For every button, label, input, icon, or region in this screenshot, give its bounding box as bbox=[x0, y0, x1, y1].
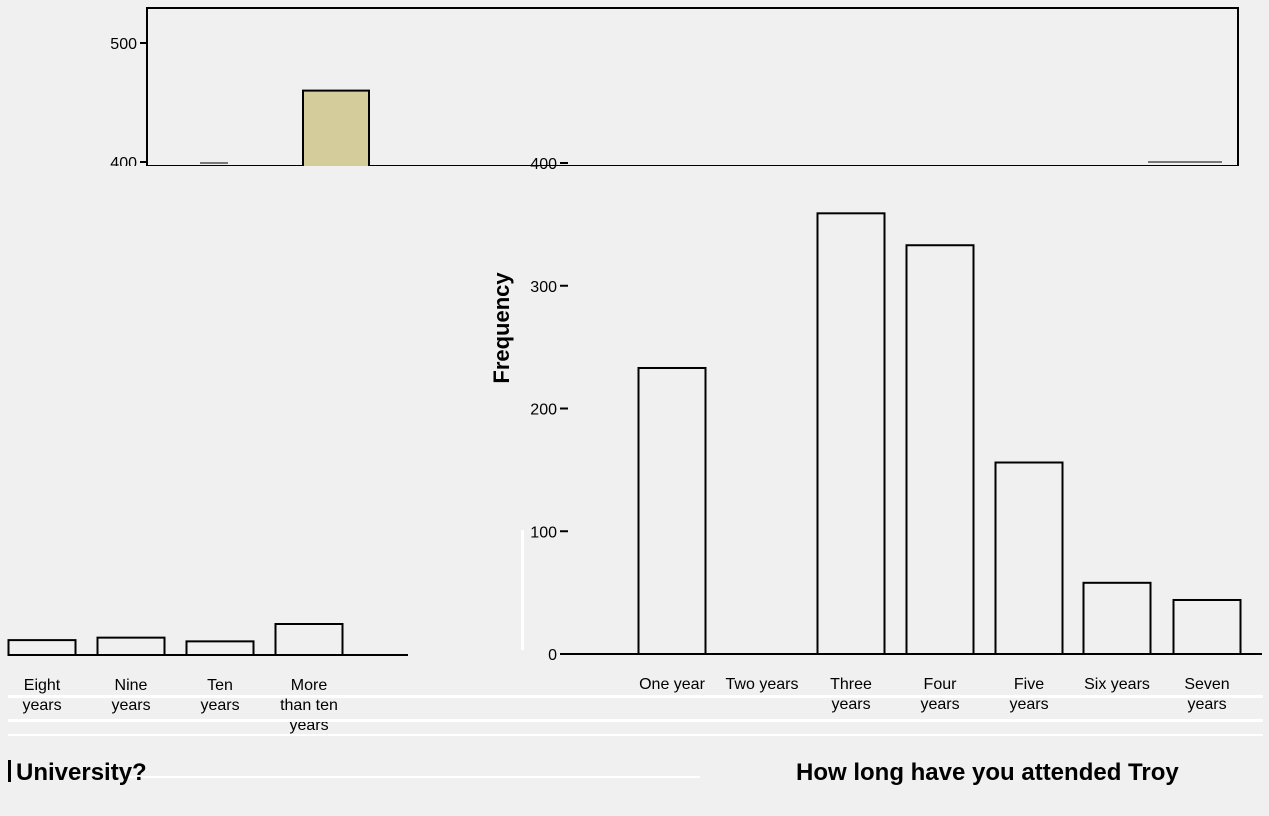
left-bar bbox=[7, 639, 77, 656]
main-bar bbox=[905, 244, 975, 655]
main-bar bbox=[816, 212, 886, 655]
main-category-label: One year bbox=[639, 676, 705, 693]
main-chart-category-labels: One year Two years Three years Four years Five… bbox=[639, 676, 1230, 713]
left-bar bbox=[185, 640, 255, 656]
artifact-strip-2 bbox=[8, 719, 1263, 722]
main-chart-title: How long have you attended Troy bbox=[796, 759, 1179, 786]
main-category-label: Two years bbox=[726, 676, 799, 693]
main-chart-y-label: Frequency bbox=[489, 272, 514, 384]
render-artifacts bbox=[8, 530, 1263, 778]
main-category-label: Four years bbox=[920, 676, 959, 713]
main-chart-y-ticks: 0 100 200 300 400 bbox=[530, 156, 568, 664]
main-y-tick-label: 300 bbox=[530, 279, 557, 296]
left-bar bbox=[96, 636, 166, 657]
left-bar bbox=[274, 623, 344, 656]
artifact-strip-1 bbox=[8, 695, 1263, 698]
main-chart-bars bbox=[637, 212, 1242, 656]
main-category-label: Three years bbox=[830, 676, 872, 713]
left-chart-bars bbox=[7, 623, 344, 657]
main-y-tick-label: 100 bbox=[530, 524, 557, 541]
main-bar bbox=[994, 461, 1064, 656]
main-category-label: Five years bbox=[1009, 676, 1048, 713]
main-category-label: Seven years bbox=[1184, 676, 1229, 713]
left-category-label: Ten years bbox=[200, 677, 239, 714]
artifact-strip-3 bbox=[8, 734, 1263, 736]
title-prefix-artifact bbox=[8, 760, 11, 782]
main-bar bbox=[637, 366, 707, 655]
artifact-strip-4 bbox=[125, 776, 700, 778]
left-chart-title: University? bbox=[16, 759, 147, 786]
main-y-tick-label: 200 bbox=[530, 402, 557, 419]
main-y-tick-label: 0 bbox=[548, 647, 557, 664]
main-bar bbox=[1082, 581, 1152, 655]
main-bar bbox=[1172, 598, 1242, 655]
back-y-tick-label: 500 bbox=[110, 36, 137, 53]
main-y-tick-label: 400 bbox=[530, 156, 557, 173]
left-category-label: Nine years bbox=[111, 677, 150, 714]
artifact-strip-5 bbox=[521, 530, 524, 650]
main-chart: 0 100 200 300 400 One year Two years Three year… bbox=[489, 156, 1262, 713]
main-category-label: Six years bbox=[1084, 676, 1150, 693]
left-category-label: Eight years bbox=[22, 677, 61, 714]
